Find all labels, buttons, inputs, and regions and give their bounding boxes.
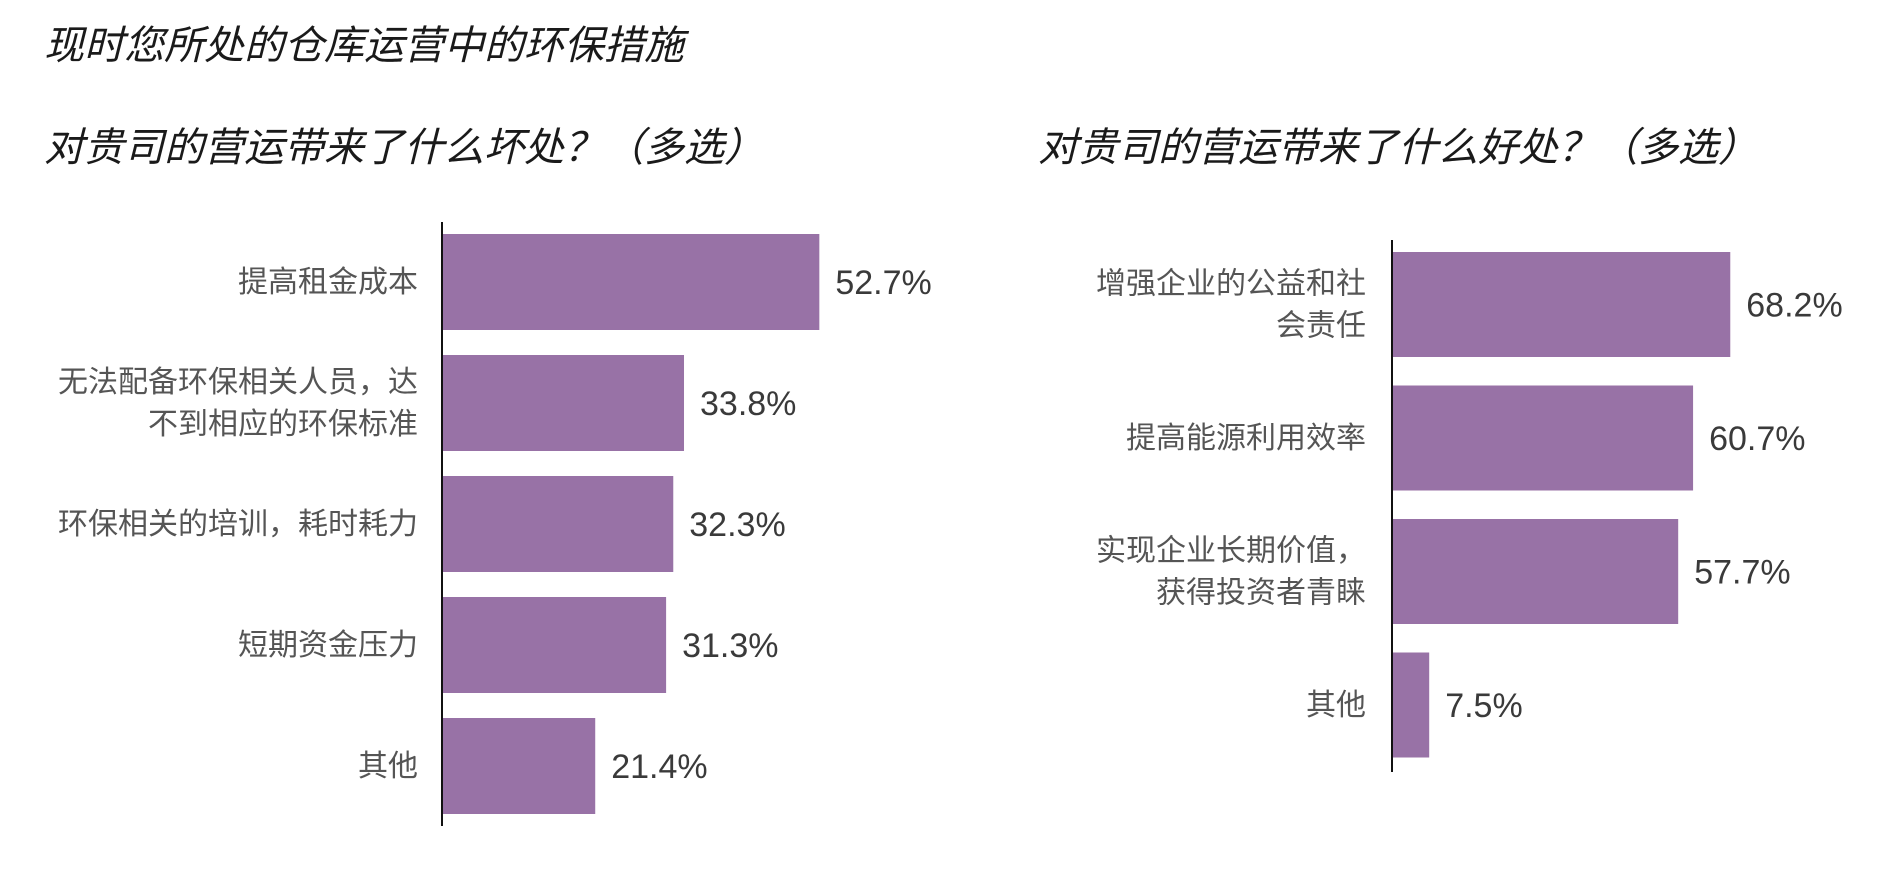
right-bar-1 (1392, 252, 1731, 357)
left-category-label-2-line-1: 无法配备环保相关人员，达 (58, 365, 418, 400)
left-category-label-5: 其他 (358, 749, 418, 784)
right-bar-4 (1392, 652, 1430, 758)
left-value-label-4: 31.3% (682, 627, 778, 665)
right-category-label-1-line-1: 增强企业的公益和社 (1096, 267, 1366, 302)
right-value-label-4: 7.5% (1445, 687, 1523, 725)
left-value-label-3: 32.3% (689, 506, 785, 544)
left-bar-5 (442, 718, 596, 814)
left-category-label-4: 短期资金压力 (238, 628, 418, 663)
right-chart-title: 对贵司的营运带来了什么好处？（多选） (1038, 125, 1758, 171)
left-category-label-3: 环保相关的培训，耗时耗力 (58, 507, 418, 542)
right-value-label-1: 68.2% (1746, 287, 1842, 325)
left-bar-2 (442, 355, 685, 451)
main-title: 现时您所处的仓库运营中的环保措施 (44, 23, 684, 69)
right-category-label-3-line-1: 实现企业长期价值， (1096, 534, 1366, 569)
right-value-label-2: 60.7% (1709, 420, 1805, 458)
right-category-label-1-line-2: 会责任 (1276, 309, 1366, 344)
left-value-label-5: 21.4% (611, 748, 707, 786)
right-category-label-2: 提高能源利用效率 (1126, 421, 1366, 456)
right-bar-2 (1392, 385, 1694, 491)
left-chart-title: 对贵司的营运带来了什么坏处？（多选） (44, 125, 764, 171)
left-category-label-1: 提高租金成本 (238, 265, 418, 300)
left-bar-3 (442, 476, 674, 572)
left-bar-4 (442, 597, 667, 693)
left-bar-1 (442, 234, 820, 330)
right-value-label-3: 57.7% (1694, 554, 1790, 592)
left-value-label-1: 52.7% (835, 264, 931, 302)
right-bar-3 (1392, 519, 1679, 624)
left-category-label-2-line-2: 不到相应的环保标准 (148, 407, 418, 442)
right-category-label-3-line-2: 获得投资者青睐 (1156, 576, 1366, 611)
right-category-label-4: 其他 (1306, 688, 1366, 723)
left-value-label-2: 33.8% (700, 385, 796, 423)
